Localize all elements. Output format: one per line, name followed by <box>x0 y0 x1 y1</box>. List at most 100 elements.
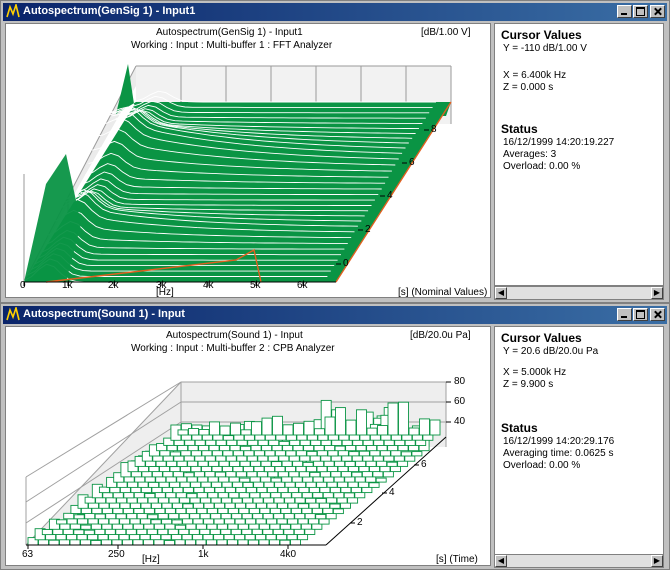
cpb-band <box>372 455 384 462</box>
minimize-button[interactable] <box>617 308 632 321</box>
cpb-band <box>240 429 252 436</box>
cpb-band <box>222 435 234 441</box>
arrow-left-icon[interactable]: ◀ <box>495 555 507 567</box>
cpb-band <box>97 534 109 541</box>
waterfall-slice <box>125 104 426 119</box>
cpb-band <box>398 401 409 436</box>
fft-info-panel: Cursor Values Y = -110 dB/1.00 V X = 6.4… <box>494 23 664 286</box>
info-scrollbar[interactable]: ◀ ▶ <box>494 286 664 300</box>
fft-window: Autospectrum(GenSig 1) - Input1 <box>0 0 670 303</box>
cpb-band <box>148 466 160 473</box>
cpb-band <box>404 455 416 462</box>
cpb-band <box>375 477 387 483</box>
cpb-band <box>315 498 327 504</box>
cpb-band <box>343 492 355 499</box>
cpb-band <box>386 461 398 467</box>
cpb-band <box>169 451 181 457</box>
cpb-band <box>155 460 167 467</box>
cpb-band <box>309 471 321 478</box>
x-tick: 1k <box>62 280 73 291</box>
cpb-band <box>219 444 231 452</box>
arrow-right-icon[interactable]: ▶ <box>651 555 663 567</box>
waterfall-slice <box>44 230 345 250</box>
status-heading: Status <box>501 122 538 136</box>
maximize-button[interactable] <box>633 308 648 321</box>
analyzer-icon <box>6 307 20 321</box>
arrow-right-icon[interactable]: ▶ <box>651 287 663 299</box>
cpb-band <box>324 416 336 436</box>
status-overload: Overload: 0.00 % <box>503 460 581 471</box>
cpb-band <box>345 419 357 436</box>
cpb-band <box>344 460 356 467</box>
cpb-band <box>84 496 96 504</box>
cpb-band <box>270 477 282 483</box>
close-button[interactable] <box>650 308 665 321</box>
cpb-3d-plot[interactable]: Autospectrum(Sound 1) - Input Working : … <box>5 326 491 566</box>
cpb-band <box>230 422 241 436</box>
cpb-band <box>171 519 183 525</box>
waterfall-slice <box>47 221 348 244</box>
cpb-band <box>315 514 327 520</box>
cpb-band <box>419 418 430 436</box>
cpb-waterfall-graphic <box>25 381 451 549</box>
cpb-band <box>293 422 304 436</box>
z-tick: 2 <box>357 517 363 528</box>
cpb-band <box>429 419 441 436</box>
minimize-button[interactable] <box>617 5 632 18</box>
cursor-values-heading: Cursor Values <box>501 28 582 42</box>
cpb-band <box>272 415 283 436</box>
cursor-y-value: Y = 20.6 dB/20.0u Pa <box>503 346 599 357</box>
maximize-button[interactable] <box>633 5 648 18</box>
cpb-band <box>239 477 251 483</box>
cpb-band <box>177 429 189 436</box>
cpb-band <box>188 428 199 436</box>
cpb-band <box>228 476 240 483</box>
z-tick: 0 <box>343 258 349 269</box>
arrow-left-icon[interactable]: ◀ <box>495 287 507 299</box>
waterfall-slice <box>102 110 403 154</box>
x-tick: 6k <box>297 280 308 291</box>
cpb-band <box>148 481 160 488</box>
cpb-band <box>154 492 166 499</box>
cpb-info-panel: Cursor Values Y = 20.6 dB/20.0u Pa X = 5… <box>494 326 664 566</box>
cpb-band <box>147 514 159 520</box>
close-button[interactable] <box>650 5 665 18</box>
cpb-band <box>245 486 257 494</box>
cpb-band <box>94 513 106 520</box>
fft-3d-plot[interactable]: Autospectrum(GenSig 1) - Input1 Working … <box>5 23 491 298</box>
fft-window-titlebar[interactable]: Autospectrum(GenSig 1) - Input1 <box>3 3 667 21</box>
cpb-band <box>285 450 297 457</box>
waterfall-slice <box>57 191 358 227</box>
cpb-band <box>240 445 252 452</box>
z-tick: 6 <box>421 459 427 470</box>
cpb-band <box>278 440 290 446</box>
cpb-window: Autospectrum(Sound 1) - Input <box>0 303 670 570</box>
cpb-band <box>329 503 341 509</box>
waterfall-slice <box>98 117 399 160</box>
waterfall-slice <box>40 236 341 256</box>
z-axis-label: [s] (Time) <box>436 554 478 565</box>
cpb-band <box>408 427 420 436</box>
z-tick: 6 <box>409 157 415 168</box>
window-title: Autospectrum(GenSig 1) - Input1 <box>23 5 196 17</box>
cpb-band <box>234 518 246 525</box>
cpb-band <box>156 443 168 452</box>
cpb-band <box>351 471 363 478</box>
z-tick: 4 <box>389 487 395 498</box>
waterfall-slice <box>30 253 331 272</box>
cursor-z-value: Z = 0.000 s <box>503 82 554 93</box>
info-scrollbar[interactable]: ◀ ▶ <box>494 554 664 568</box>
cpb-band <box>186 493 198 499</box>
cpb-window-titlebar[interactable]: Autospectrum(Sound 1) - Input <box>3 306 667 324</box>
cpb-band <box>183 472 195 478</box>
cpb-band <box>302 461 314 467</box>
cpb-band <box>214 471 226 478</box>
cursor-values-heading: Cursor Values <box>501 331 582 345</box>
cpb-band <box>209 421 220 436</box>
status-averages: Averages: 3 <box>503 149 557 160</box>
cpb-band <box>48 539 60 546</box>
plot-unit: [dB/20.0u Pa] <box>410 330 471 341</box>
cpb-band <box>318 518 330 525</box>
waterfall-slice <box>88 152 389 178</box>
x-tick: 4k <box>203 280 214 291</box>
